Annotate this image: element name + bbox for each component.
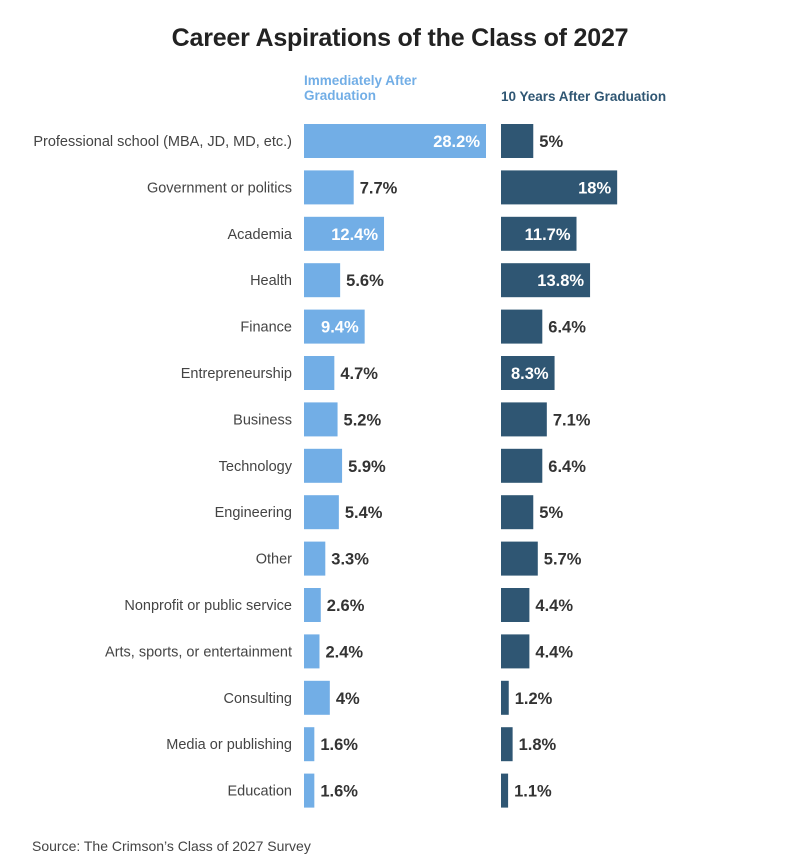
immediate-bar-8 bbox=[304, 495, 339, 530]
immediate-bar-1 bbox=[304, 170, 354, 205]
immediate-value-label-12: 4% bbox=[336, 690, 360, 708]
ten-year-value-label-0: 5% bbox=[539, 133, 563, 151]
ten-year-bar-9 bbox=[501, 541, 538, 576]
category-label-6: Business bbox=[233, 412, 292, 428]
immediate-value-label-10: 2.6% bbox=[327, 597, 365, 615]
ten-year-bar-10 bbox=[501, 588, 530, 622]
ten-year-value-label-11: 4.4% bbox=[535, 643, 573, 661]
chart-title: Career Aspirations of the Class of 2027 bbox=[171, 24, 629, 52]
immediate-value-label-0: 28.2% bbox=[433, 133, 480, 151]
immediate-bar-0 bbox=[304, 124, 486, 158]
immediate-bar-7 bbox=[304, 448, 343, 483]
ten-year-bar-13 bbox=[501, 727, 513, 762]
immediate-value-label-14: 1.6% bbox=[320, 783, 358, 801]
immediate-bar-2 bbox=[304, 216, 385, 251]
category-label-1: Government or politics bbox=[147, 180, 292, 196]
immediate-value-label-1: 7.7% bbox=[360, 179, 398, 197]
immediate-bar-11 bbox=[304, 634, 320, 669]
ten-year-value-label-10: 4.4% bbox=[535, 597, 573, 615]
ten-year-value-label-14: 1.1% bbox=[514, 783, 552, 801]
immediate-bar-9 bbox=[304, 541, 326, 576]
category-label-13: Media or publishing bbox=[166, 737, 292, 753]
category-label-11: Arts, sports, or entertainment bbox=[105, 644, 292, 660]
ten-year-bar-14 bbox=[501, 773, 509, 808]
category-label-4: Finance bbox=[240, 320, 292, 336]
ten-year-bar-3 bbox=[501, 263, 591, 298]
immediate-value-label-2: 12.4% bbox=[331, 226, 378, 244]
ten-year-value-label-13: 1.8% bbox=[519, 736, 557, 754]
ten-year-value-label-7: 6.4% bbox=[548, 458, 586, 476]
immediate-bar-10 bbox=[304, 588, 321, 622]
legend-ten-years-after: 10 Years After Graduation bbox=[501, 89, 667, 104]
category-label-5: Entrepreneurship bbox=[181, 366, 292, 382]
ten-year-bar-5 bbox=[501, 356, 555, 390]
immediate-value-label-3: 5.6% bbox=[346, 272, 384, 290]
immediate-value-label-8: 5.4% bbox=[345, 504, 383, 522]
category-label-12: Consulting bbox=[223, 691, 292, 707]
category-label-0: Professional school (MBA, JD, MD, etc.) bbox=[33, 134, 292, 150]
immediate-value-label-6: 5.2% bbox=[344, 411, 382, 429]
ten-year-value-label-2: 11.7% bbox=[525, 226, 571, 244]
category-label-3: Health bbox=[250, 273, 292, 289]
ten-year-value-label-6: 7.1% bbox=[553, 411, 591, 429]
ten-year-value-label-4: 6.4% bbox=[548, 319, 586, 337]
ten-year-bar-1 bbox=[501, 170, 618, 205]
ten-year-bar-0 bbox=[501, 124, 534, 158]
ten-year-bar-8 bbox=[501, 495, 534, 530]
immediate-value-label-4: 9.4% bbox=[321, 319, 359, 337]
immediate-value-label-5: 4.7% bbox=[340, 365, 378, 383]
category-label-8: Engineering bbox=[215, 505, 292, 521]
immediate-bar-3 bbox=[304, 263, 341, 298]
ten-year-value-label-5: 8.3% bbox=[511, 365, 549, 383]
ten-year-bar-2 bbox=[501, 216, 577, 251]
immediate-bar-13 bbox=[304, 727, 315, 762]
ten-year-bar-4 bbox=[501, 309, 543, 344]
immediate-bar-6 bbox=[304, 402, 338, 437]
ten-year-value-label-1: 18% bbox=[578, 179, 611, 197]
category-label-10: Nonprofit or public service bbox=[124, 598, 292, 614]
immediate-bar-14 bbox=[304, 773, 315, 808]
legend-immediately-after: Immediately After Graduation bbox=[304, 73, 417, 103]
ten-year-value-label-3: 13.8% bbox=[537, 272, 584, 290]
source-note: Source: The Crimson’s Class of 2027 Surv… bbox=[32, 838, 311, 854]
category-label-9: Other bbox=[256, 552, 292, 568]
ten-year-bar-6 bbox=[501, 402, 547, 437]
category-label-7: Technology bbox=[219, 459, 293, 475]
immediate-value-label-11: 2.4% bbox=[325, 643, 363, 661]
ten-year-value-label-9: 5.7% bbox=[544, 551, 582, 569]
immediate-value-label-9: 3.3% bbox=[331, 551, 369, 569]
ten-year-value-label-8: 5% bbox=[539, 504, 563, 522]
ten-year-bar-7 bbox=[501, 448, 543, 483]
ten-year-bar-11 bbox=[501, 634, 530, 669]
immediate-value-label-13: 1.6% bbox=[320, 736, 358, 754]
immediate-bar-12 bbox=[304, 680, 330, 715]
immediate-value-label-7: 5.9% bbox=[348, 458, 386, 476]
category-label-2: Academia bbox=[228, 227, 293, 243]
ten-year-value-label-12: 1.2% bbox=[515, 690, 553, 708]
immediate-bar-5 bbox=[304, 356, 335, 390]
ten-year-bar-12 bbox=[501, 680, 509, 715]
immediate-bar-4 bbox=[304, 309, 365, 344]
category-label-14: Education bbox=[228, 784, 293, 800]
